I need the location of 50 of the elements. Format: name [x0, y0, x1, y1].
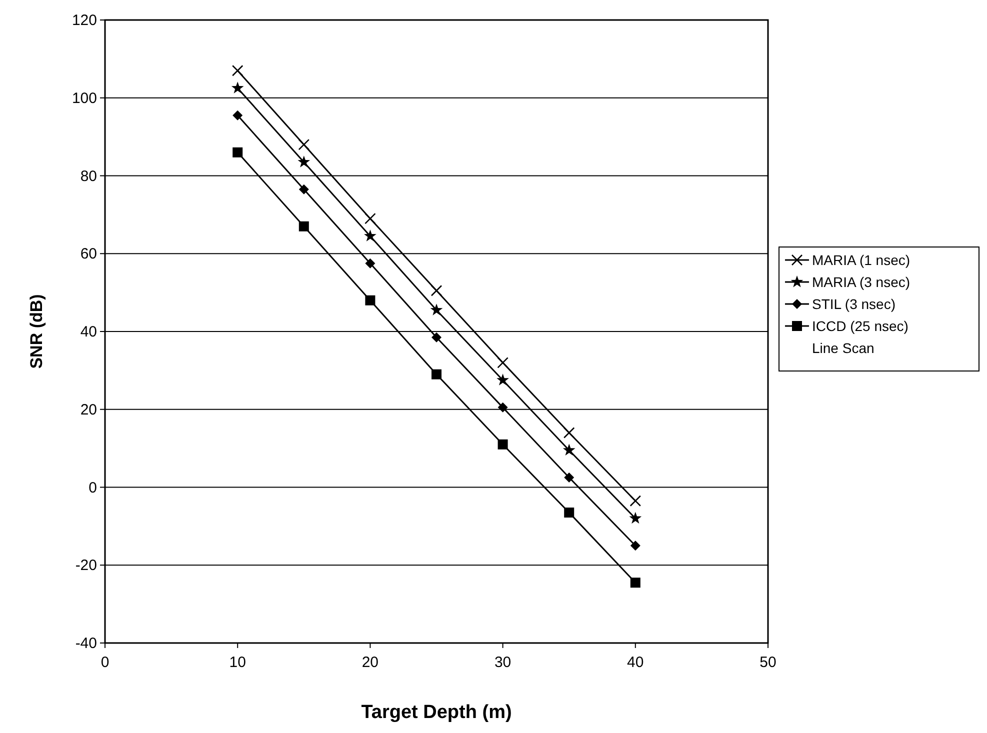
- y-tick-label: 0: [88, 479, 97, 496]
- point: [432, 369, 442, 380]
- y-tick-label: 120: [72, 12, 97, 29]
- point: [298, 156, 310, 168]
- point: [630, 578, 640, 588]
- legend-label: MARIA (1 nsec): [812, 252, 910, 268]
- point: [496, 374, 509, 386]
- point: [562, 444, 576, 456]
- y-axis-title: SNR (dB): [27, 294, 46, 369]
- y-tick-label: 60: [80, 246, 97, 263]
- point: [430, 284, 442, 296]
- x-tick-label: 30: [494, 654, 512, 671]
- point: [298, 184, 309, 194]
- point: [298, 221, 309, 232]
- y-tick-label: 20: [80, 401, 97, 418]
- legend-label: STIL (3 nsec): [812, 296, 896, 312]
- y-tick-label: 100: [72, 90, 97, 107]
- point: [630, 495, 642, 507]
- point: [430, 304, 443, 316]
- point: [432, 332, 442, 342]
- y-tick-label: 80: [80, 168, 97, 185]
- point: [564, 508, 574, 518]
- text: Line Scan: [812, 340, 874, 356]
- x-tick-label: 10: [229, 654, 246, 671]
- point: [298, 138, 310, 150]
- y-tick-label: 40: [80, 324, 97, 340]
- x-tick-label: 50: [760, 654, 776, 671]
- point: [630, 540, 640, 551]
- x-tick-label: 40: [627, 654, 644, 671]
- point: [498, 402, 508, 412]
- x-tick-label: 20: [362, 654, 379, 671]
- x-axis-title: Target Depth (m): [361, 702, 512, 723]
- point: [364, 230, 376, 242]
- point: [232, 64, 244, 76]
- point: [629, 512, 642, 524]
- point: [563, 427, 575, 438]
- y-tick-label: -40: [75, 635, 97, 652]
- point: [564, 472, 574, 483]
- point: [498, 439, 508, 450]
- point: [364, 212, 376, 224]
- legend-label: ICCD (25 nsec): [812, 318, 908, 334]
- point: [497, 357, 508, 368]
- legend-label: MARIA (3 nsec): [812, 274, 910, 290]
- point: [232, 147, 243, 158]
- y-tick-label: -20: [75, 557, 97, 574]
- point: [365, 295, 376, 306]
- point: [232, 110, 243, 120]
- point: [365, 258, 376, 268]
- x-tick-label: 0: [100, 654, 110, 671]
- point: [231, 82, 244, 94]
